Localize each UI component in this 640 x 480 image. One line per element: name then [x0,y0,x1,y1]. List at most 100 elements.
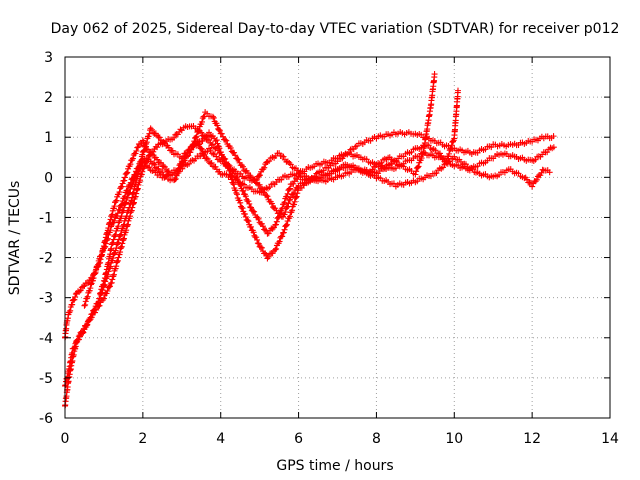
data-point [171,134,177,141]
data-point [273,245,280,252]
data-point [129,181,136,188]
data-point [247,204,254,211]
data-point [104,235,111,242]
data-point [67,307,74,314]
data-point [291,201,298,208]
data-point [284,190,291,197]
data-point [97,253,104,260]
data-point [125,190,132,197]
data-point [83,322,90,329]
data-point [269,225,276,232]
data-point [138,163,145,170]
data-point [283,193,290,200]
data-point [208,159,215,166]
data-point [154,156,161,163]
data-point [120,235,127,242]
data-point [255,215,262,222]
data-point [104,287,111,294]
data-point [232,152,239,159]
data-point [177,126,184,133]
data-point [89,277,96,284]
data-point [276,238,283,245]
data-point [140,148,147,155]
data-point [109,276,116,283]
data-point [71,296,78,303]
data-point [211,144,218,151]
data-point [109,211,116,218]
data-point [203,155,210,162]
data-point [539,166,546,173]
data-point [202,134,209,141]
data-point [207,147,214,154]
data-point [115,223,122,230]
data-point [294,190,301,197]
data-point [184,149,191,156]
data-point [102,243,109,250]
data-point [279,153,286,160]
data-point [413,168,420,175]
data-point [150,148,157,155]
data-point [165,167,172,174]
data-point [209,141,216,148]
data-point [255,172,262,179]
y-tick-label: -4 [39,331,53,347]
data-point [249,208,256,215]
data-point [111,232,118,239]
data-point [79,328,86,335]
data-point [156,134,163,141]
data-point [431,71,438,78]
data-point [253,176,260,183]
data-point [137,177,144,184]
data-point [446,150,453,157]
data-point [127,213,134,220]
data-point [286,186,293,193]
data-point [95,303,102,310]
data-point [252,179,259,186]
data-point [241,211,248,218]
data-point [142,159,149,166]
data-point [110,236,117,243]
data-point [146,130,153,137]
data-point [270,224,277,231]
data-point [84,293,91,300]
data-point [242,193,249,200]
data-point [92,309,99,316]
data-point [293,193,300,200]
data-point [199,138,206,145]
x-tick-label: 8 [372,431,381,447]
data-point [294,176,301,183]
chart-title: Day 062 of 2025, Sidereal Day-to-day VTE… [51,21,620,37]
data-point [97,290,104,297]
data-point [193,133,200,140]
data-point [115,254,122,261]
x-tick-label: 12 [523,431,541,447]
data-point [71,344,78,351]
data-point [134,185,141,192]
data-point [281,226,288,233]
data-point [146,152,153,159]
data-point [98,286,105,293]
data-point [108,279,115,286]
data-point [133,190,140,197]
data-point [151,161,158,168]
data-point [127,161,134,168]
data-point [98,252,105,259]
data-point [214,122,221,129]
data-point [81,282,88,289]
data-point [532,178,539,185]
data-point [80,325,87,332]
data-point [414,164,421,171]
data-point [111,217,118,224]
data-point [282,209,289,216]
data-point [110,271,117,278]
data-point [189,143,196,150]
data-point [523,176,530,183]
plot-frame [64,56,611,419]
data-point [78,284,85,291]
data-point [209,113,216,120]
data-point [219,133,226,140]
data-point [82,301,89,308]
x-tick-label: 10 [445,431,463,447]
data-point [107,216,114,223]
